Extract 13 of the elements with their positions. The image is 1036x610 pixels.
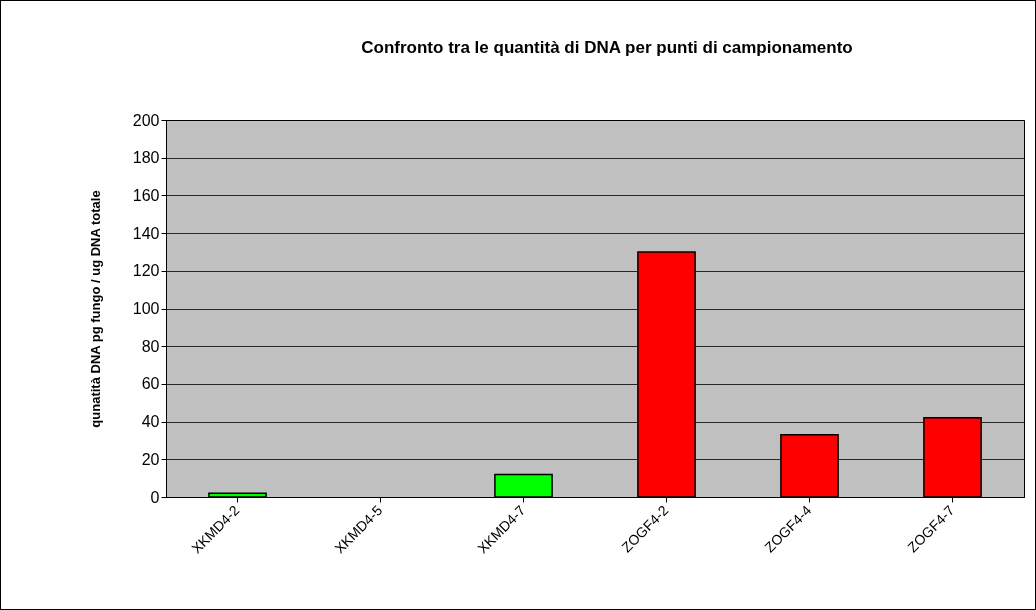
y-tick-label: 180 bbox=[132, 149, 160, 167]
y-tick-label: 60 bbox=[141, 375, 160, 393]
y-tick-label: 100 bbox=[132, 300, 160, 317]
y-tick-label: 200 bbox=[132, 111, 160, 129]
chart-title: Confronto tra le quantità di DNA per punti di campionamento bbox=[361, 38, 853, 57]
y-tick-label: 80 bbox=[141, 337, 160, 355]
y-tick-label: 40 bbox=[141, 413, 160, 431]
y-tick-label: 20 bbox=[141, 450, 160, 468]
y-axis-title: qunatità DNA pg fungo / ug DNA totale bbox=[87, 190, 103, 428]
y-tick-label: 120 bbox=[132, 262, 160, 280]
y-tick-label: 140 bbox=[132, 224, 160, 242]
y-tick-label: 160 bbox=[132, 186, 160, 204]
y-tick-label: 0 bbox=[150, 488, 160, 506]
